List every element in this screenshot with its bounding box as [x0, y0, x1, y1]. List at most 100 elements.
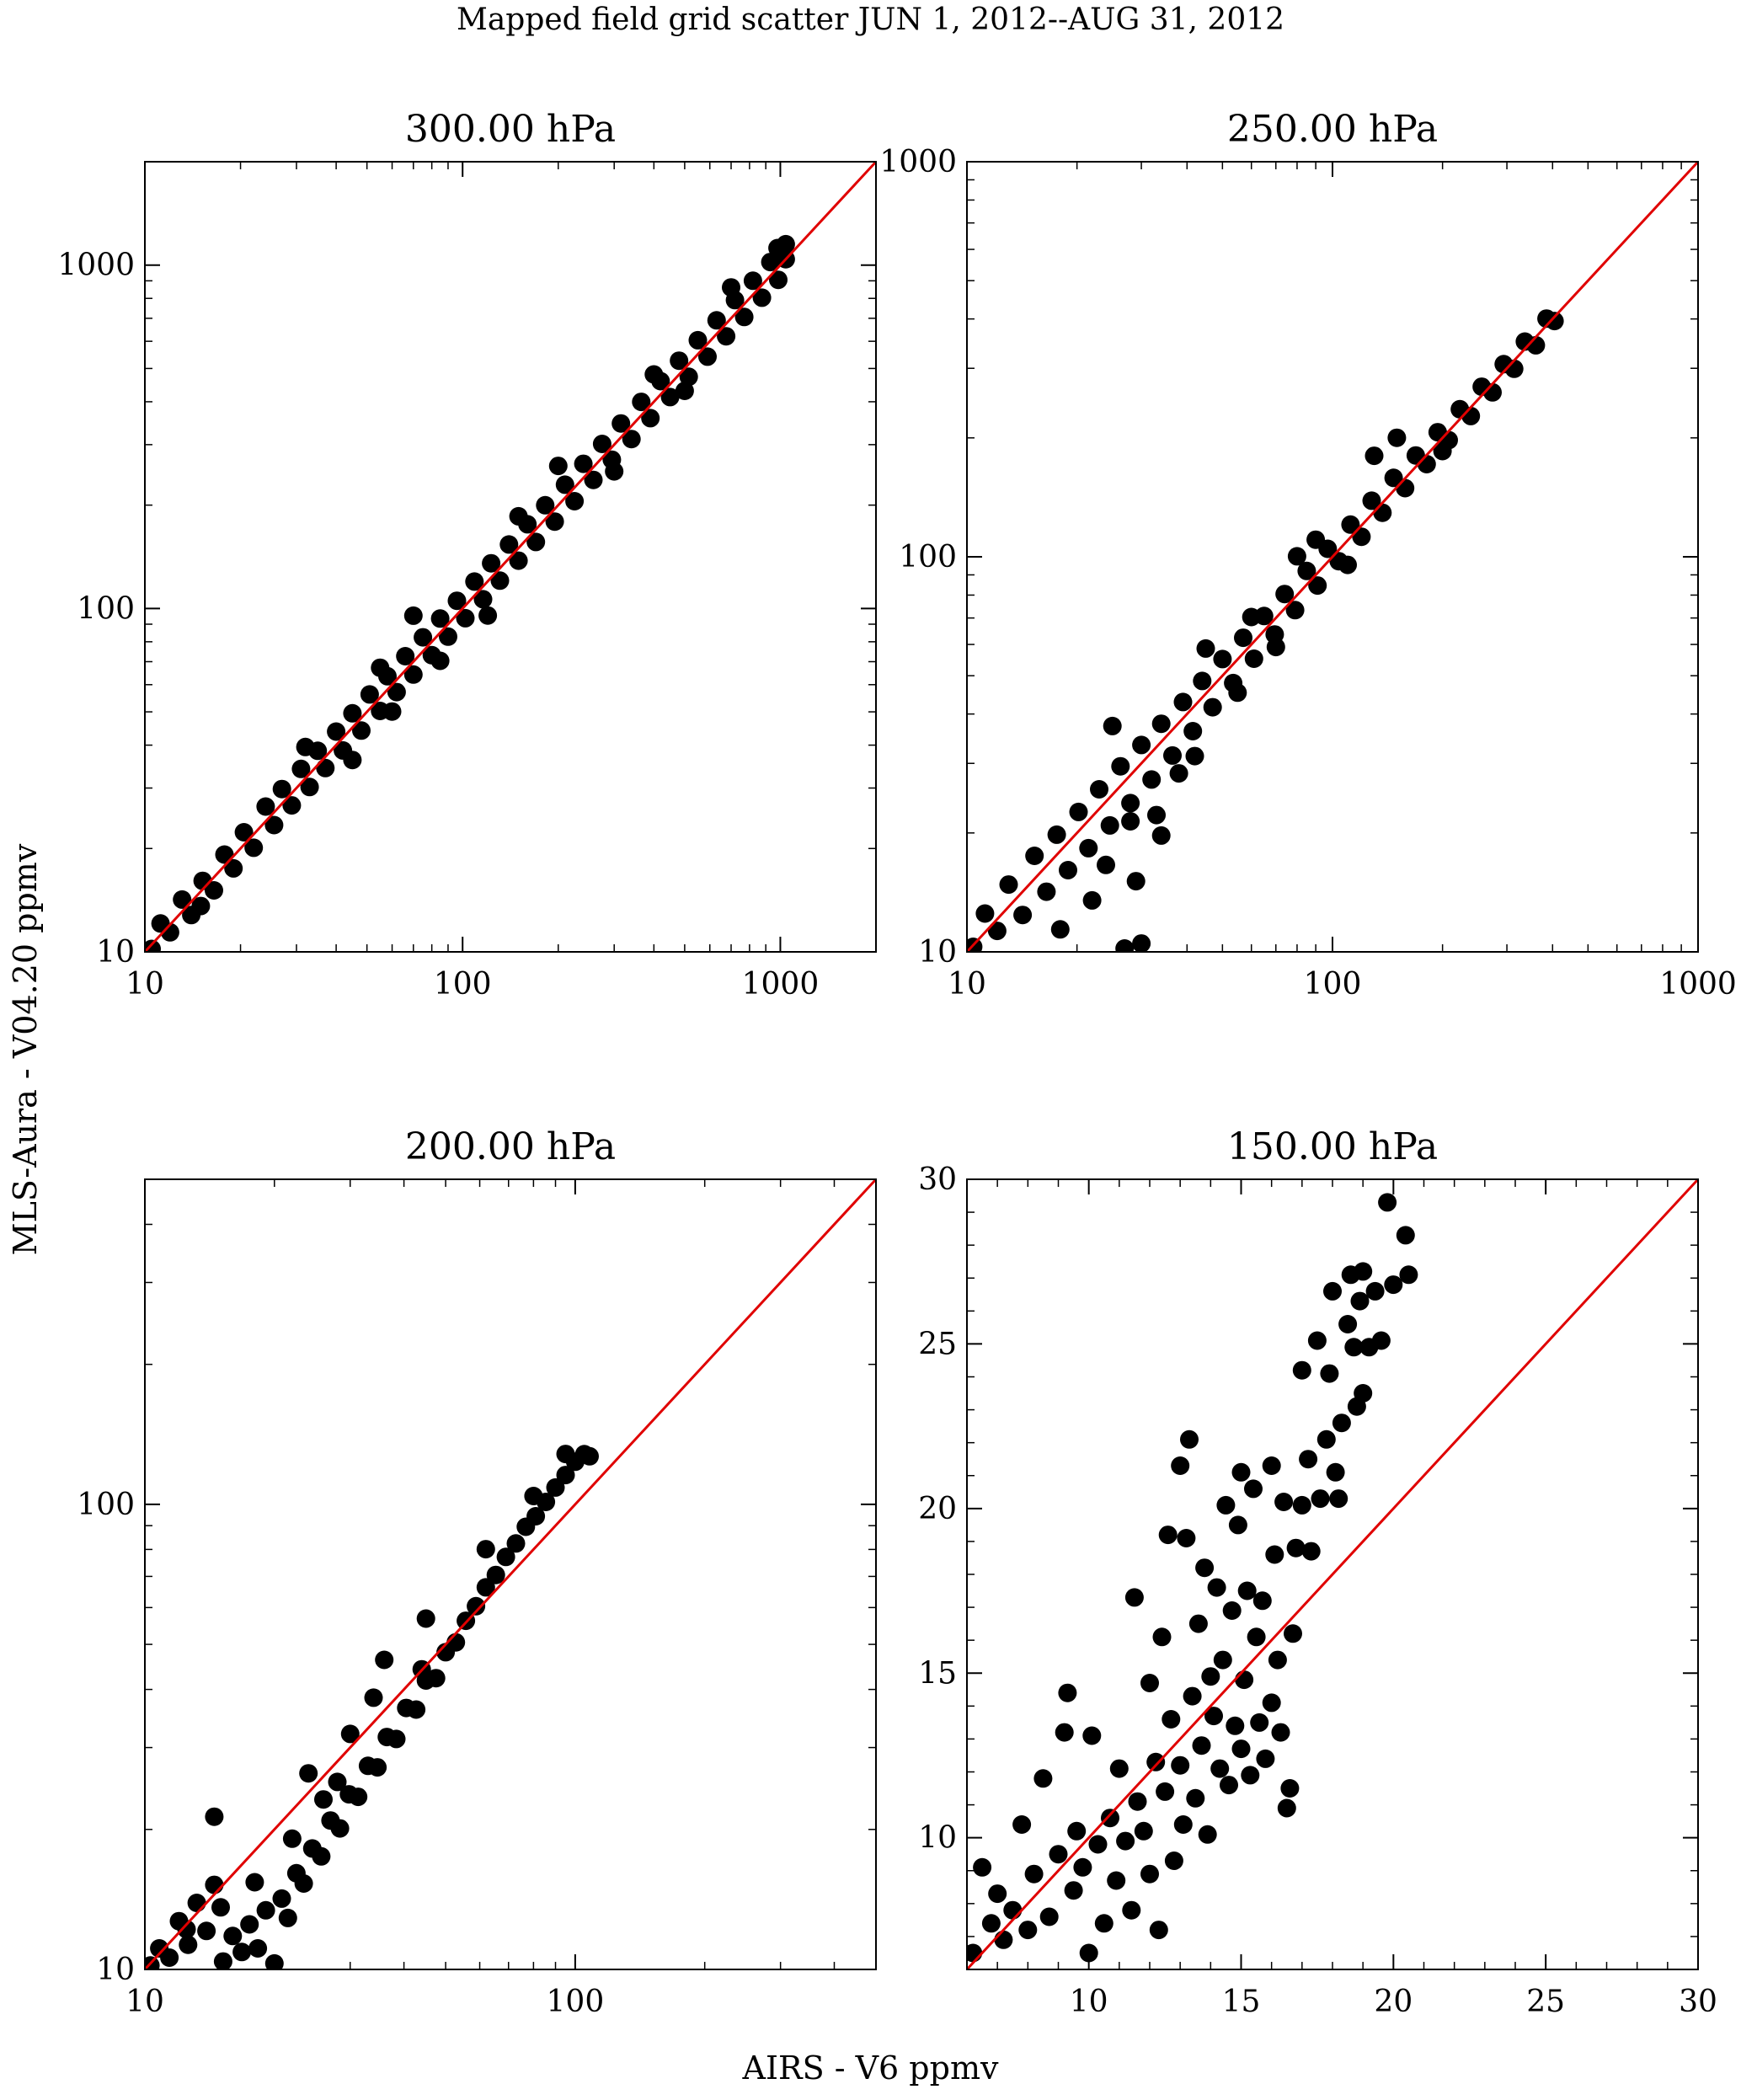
y-tick-label: 10	[96, 935, 135, 970]
scatter-point	[160, 1948, 179, 1967]
scatter-point	[1354, 1384, 1373, 1403]
scatter-point	[396, 647, 415, 665]
scatter-point	[1173, 692, 1193, 712]
scatter-point	[1247, 1627, 1266, 1647]
scatter-point	[1013, 906, 1033, 925]
scatter-point	[1284, 1624, 1302, 1643]
scatter-point	[1213, 1650, 1232, 1670]
scatter-point	[707, 311, 726, 330]
scatter-point	[555, 475, 574, 494]
scatter-point	[272, 1889, 291, 1908]
scatter-point	[1213, 649, 1232, 669]
scatter-point	[1116, 1831, 1135, 1851]
scatter-point	[294, 1874, 313, 1893]
scatter-point	[1094, 1914, 1113, 1933]
scatter-point	[439, 627, 457, 646]
scatter-point	[584, 470, 603, 489]
scatter-point	[1297, 561, 1316, 580]
scatter-point	[675, 382, 694, 400]
scatter-point	[1149, 1921, 1168, 1940]
scatter-point	[403, 606, 423, 625]
scatter-point	[1417, 455, 1436, 473]
y-tick-label: 1000	[57, 248, 135, 283]
scatter-point	[312, 1846, 331, 1866]
x-tick-label: 1000	[1659, 967, 1737, 1002]
scatter-point	[482, 553, 501, 573]
y-tick-label: 10	[918, 935, 957, 970]
scatter-point	[641, 409, 660, 428]
scatter-point	[622, 430, 641, 449]
scatter-point	[698, 347, 717, 366]
scatter-point	[1207, 1578, 1226, 1597]
scatter-point	[1192, 1736, 1211, 1755]
scatter-point	[1275, 585, 1295, 604]
panel-150hpa: 150.00 hPa 10 15 20 25 30 10 15 20 25 30	[918, 1125, 1717, 2019]
scatter-point	[473, 590, 493, 609]
x-tick-label: 100	[1304, 967, 1362, 1002]
scatter-point	[1256, 1749, 1275, 1768]
x-axis-label: AIRS - V6 ppmv	[742, 2049, 999, 2087]
scatter-point	[1146, 1752, 1166, 1771]
scatter-point	[1235, 1670, 1254, 1690]
scatter-point	[1299, 1450, 1318, 1469]
scatter-points	[967, 309, 1564, 952]
scatter-point	[352, 721, 371, 740]
scatter-point	[1352, 527, 1371, 547]
scatter-point	[245, 1873, 264, 1892]
scatter-point	[545, 512, 564, 532]
scatter-point	[536, 495, 555, 515]
scatter-point	[688, 330, 708, 350]
identity-line	[965, 1178, 1700, 1971]
scatter-point	[1058, 1683, 1077, 1702]
scatter-point	[981, 1914, 1001, 1933]
scatter-point	[644, 365, 664, 384]
scatter-point	[1244, 1479, 1263, 1499]
scatter-point	[660, 387, 680, 407]
scatter-point	[1024, 1864, 1044, 1884]
scatter-point	[1280, 1779, 1300, 1798]
scatter-point	[565, 492, 585, 510]
scatter-point	[1365, 1281, 1385, 1301]
plot-frame	[144, 1178, 877, 1970]
y-tick-label: 100	[77, 1488, 135, 1522]
scatter-point	[1103, 716, 1122, 735]
scatter-point	[343, 751, 362, 770]
y-tick-label: 20	[918, 1492, 957, 1526]
scatter-point	[1332, 1413, 1351, 1433]
scatter-point	[1203, 697, 1222, 717]
scatter-point	[467, 1596, 486, 1616]
scatter-point	[1241, 1766, 1260, 1785]
scatter-point	[1545, 312, 1564, 331]
scatter-point	[375, 1650, 394, 1670]
scatter-point	[191, 896, 211, 916]
scatter-point	[574, 454, 593, 473]
identity-line	[143, 160, 878, 954]
scatter-point	[173, 890, 192, 909]
scatter-point	[1142, 770, 1162, 789]
scatter-point	[1307, 1331, 1327, 1350]
scatter-point	[403, 665, 423, 684]
scatter-point	[1171, 1456, 1190, 1475]
scatter-point	[548, 457, 568, 476]
scatter-points	[967, 1193, 1418, 1963]
plot-frame	[144, 161, 877, 953]
scatter-point	[371, 658, 390, 677]
scatter-point	[1124, 1588, 1144, 1607]
figure-title: Mapped field grid scatter JUN 1, 2012--A…	[456, 3, 1285, 37]
scatter-point	[1364, 446, 1384, 466]
scatter-point	[1244, 649, 1263, 668]
scatter-point	[232, 1942, 252, 1962]
scatter-point	[1285, 601, 1305, 620]
scatter-points	[145, 1445, 599, 1969]
scatter-point	[1171, 1755, 1190, 1775]
scatter-point	[1250, 1713, 1269, 1732]
scatter-point	[1399, 1265, 1418, 1285]
scatter-point	[1292, 1495, 1311, 1515]
scatter-point	[1186, 1788, 1205, 1808]
scatter-point	[205, 1875, 224, 1894]
scatter-point	[1177, 1529, 1196, 1547]
scatter-point	[1252, 1591, 1272, 1611]
scatter-point	[1384, 1275, 1403, 1295]
scatter-point	[1067, 1821, 1087, 1841]
x-tick-label: 100	[547, 1985, 605, 2019]
